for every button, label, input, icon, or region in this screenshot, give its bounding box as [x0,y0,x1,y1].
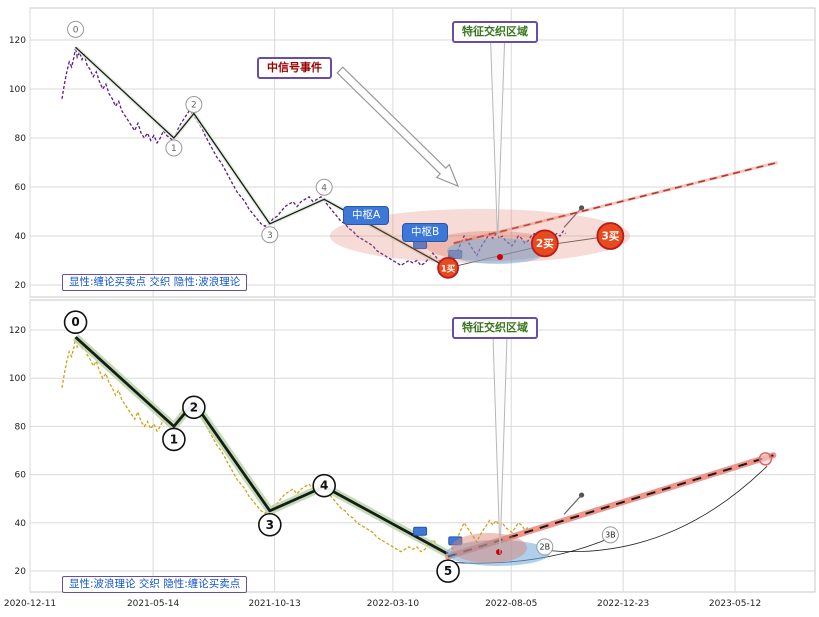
y-tick-label: 40 [15,519,27,529]
y-tick-label: 120 [9,36,26,46]
wave-point-label: 1 [171,144,177,154]
trend-tip-ring [758,452,773,466]
y-tick-label: 80 [15,422,27,432]
x-tick-label: 2021-10-13 [248,599,300,609]
wave-point-label: 0 [73,25,79,35]
wave-point-label: 4 [320,479,328,493]
buy-point-1买 [437,256,459,279]
mini-pivot-rect [413,526,428,536]
legend-chan-panel: 显性:缠论买卖点 交织 隐性:波浪理论 [62,274,248,292]
b-point-3B [601,526,619,544]
y-tick-label: 100 [9,85,26,95]
highlight-ellipse [447,238,547,264]
trend-line-bottom [447,454,774,558]
wave-point-label: 4 [321,183,327,193]
y-tick-label: 60 [15,183,27,193]
wave-point-label: 2 [191,101,197,111]
x-tick-label: 2022-12-23 [597,599,649,609]
x-tick-label: 2022-03-10 [367,599,420,609]
wave-point-top-2 [185,96,203,113]
wave-point-label: 3 [267,231,273,241]
signal-event-arrow [336,66,460,188]
x-tick-label: 2021-05-14 [127,599,180,609]
pivot-a-label: 中枢A [343,206,390,226]
buy-point-2买 [530,229,559,258]
pivot-b-label: 中枢B [402,223,449,243]
wave-point-bottom-3 [258,512,282,537]
price-line-top [61,47,567,272]
flag-line [563,494,583,515]
y-tick-label: 120 [9,326,26,336]
signal-dot [497,254,503,260]
wave-point-top-0 [67,20,85,38]
wave-point-top-1 [165,139,183,157]
buy-point-label: 2买 [536,238,554,250]
annotation-arc-2 [547,465,768,552]
x-tick-label: 2022-08-05 [485,599,537,609]
y-tick-label: 20 [15,281,27,291]
wave-point-label: 3 [266,518,274,532]
b-point-label: 3B [605,531,616,540]
mini-pivot-rect [448,536,463,546]
b-point-2B [536,538,554,556]
wave-point-top-4 [315,178,333,196]
wave-point-label: 0 [71,315,79,329]
y-tick-label: 20 [15,567,27,577]
y-tick-label: 80 [15,134,27,144]
wave-point-label: 2 [190,400,198,414]
wave-point-top-3 [261,226,279,244]
x-tick-label: 2020-12-11 [4,599,56,609]
panel-border-bottom [29,299,816,593]
buy-point-3买 [596,222,625,250]
wave-point-label: 1 [170,432,178,446]
flag-dot [578,205,585,211]
wave-point-bottom-4 [312,473,336,498]
wave-point-bottom-2 [182,395,206,420]
signal-event-label: 中信号事件 [257,57,332,79]
wave-point-bottom-0 [63,310,88,335]
buy-point-label: 1买 [441,264,456,274]
y-tick-label: 100 [9,374,26,384]
wave-point-bottom-1 [162,427,186,452]
buy-point-label: 3买 [601,231,619,243]
legend-wave-panel: 显性:波浪理论 交织 隐性:缠论买卖点 [62,576,248,594]
x-tick-label: 2023-05-12 [709,599,761,609]
y-tick-label: 60 [15,471,27,481]
highlight-ellipse [451,533,527,563]
feature-zone-label-top: 特征交织区域 [452,21,538,43]
signal-dot [496,549,502,555]
b-point-label: 2B [540,543,551,552]
wave-point-label: 5 [444,564,452,578]
y-tick-label: 40 [15,232,27,242]
wave-point-bottom-5 [436,559,460,583]
flag-dot [578,492,585,498]
trend-line-top [453,161,778,245]
feature-zone-label-bottom: 特征交织区域 [452,317,538,339]
zigzag-line-bottom [74,336,449,556]
